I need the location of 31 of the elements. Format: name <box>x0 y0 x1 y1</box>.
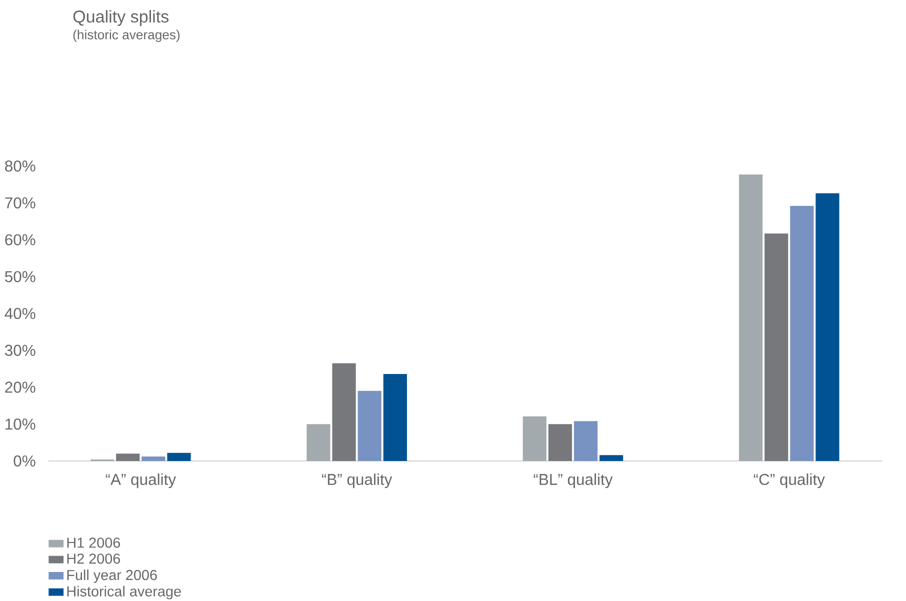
bar <box>548 424 572 462</box>
legend-label: H1 2006 <box>67 538 120 548</box>
chart-title: Quality splits <box>73 10 169 26</box>
x-tick-label: “C” quality <box>754 474 825 488</box>
y-tick-label: 30% <box>4 344 36 356</box>
bar <box>383 374 407 462</box>
bar <box>116 454 140 462</box>
x-tick-label: “A” quality <box>106 474 176 488</box>
bar <box>332 363 356 462</box>
bar <box>167 452 191 462</box>
legend-label: Historical average <box>67 586 181 600</box>
bar <box>574 421 598 462</box>
y-tick-label: 80% <box>5 160 36 172</box>
y-tick-label: 50% <box>5 271 36 282</box>
x-tick-label: “BL” quality <box>534 474 613 488</box>
y-tick-label: 70% <box>5 197 36 209</box>
y-tick-label: 10% <box>6 418 36 430</box>
x-tick-label: “B” quality <box>322 474 392 488</box>
bar <box>790 206 814 462</box>
y-tick-label: 40% <box>4 308 36 320</box>
bar <box>816 193 840 462</box>
legend-label: Full year 2006 <box>67 570 157 583</box>
y-tick-label: 0% <box>14 455 36 467</box>
bar <box>600 455 624 462</box>
y-tick-label: 20% <box>5 382 36 393</box>
y-tick-label: 60% <box>5 234 36 246</box>
chart-subtitle: (historic averages) <box>73 30 180 42</box>
bar <box>358 390 382 462</box>
bar <box>142 456 166 462</box>
bar <box>764 234 788 462</box>
legend-label: H2 2006 <box>67 554 120 564</box>
